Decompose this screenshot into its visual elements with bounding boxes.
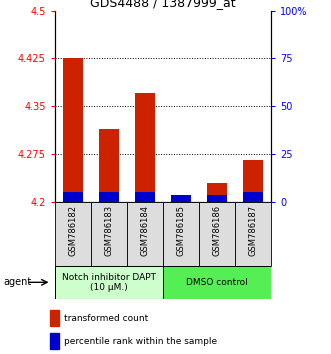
Bar: [171, 199, 191, 202]
Bar: [55, 266, 163, 299]
Bar: [127, 202, 163, 266]
Bar: [63, 58, 83, 202]
Bar: [135, 93, 155, 202]
Text: agent: agent: [3, 277, 31, 287]
Bar: [207, 195, 227, 202]
Text: GSM786184: GSM786184: [140, 205, 150, 256]
Bar: [50, 333, 59, 349]
Text: GSM786183: GSM786183: [104, 205, 113, 256]
Text: GSM786182: GSM786182: [68, 205, 77, 256]
Text: transformed count: transformed count: [64, 314, 148, 322]
Bar: [50, 310, 59, 326]
Bar: [207, 183, 227, 202]
Bar: [243, 160, 263, 202]
Bar: [91, 202, 127, 266]
Bar: [171, 195, 191, 202]
Bar: [235, 202, 271, 266]
Bar: [63, 192, 83, 202]
Title: GDS4488 / 1387999_at: GDS4488 / 1387999_at: [90, 0, 236, 10]
Bar: [99, 129, 119, 202]
Bar: [199, 202, 235, 266]
Bar: [55, 202, 91, 266]
Text: GSM786186: GSM786186: [213, 205, 222, 256]
Bar: [135, 192, 155, 202]
Bar: [99, 192, 119, 202]
Text: GSM786185: GSM786185: [176, 205, 186, 256]
Bar: [163, 266, 271, 299]
Bar: [243, 192, 263, 202]
Text: GSM786187: GSM786187: [249, 205, 258, 256]
Text: percentile rank within the sample: percentile rank within the sample: [64, 337, 217, 346]
Bar: [163, 202, 199, 266]
Text: DMSO control: DMSO control: [186, 278, 248, 287]
Text: Notch inhibitor DAPT
(10 μM.): Notch inhibitor DAPT (10 μM.): [62, 273, 156, 292]
